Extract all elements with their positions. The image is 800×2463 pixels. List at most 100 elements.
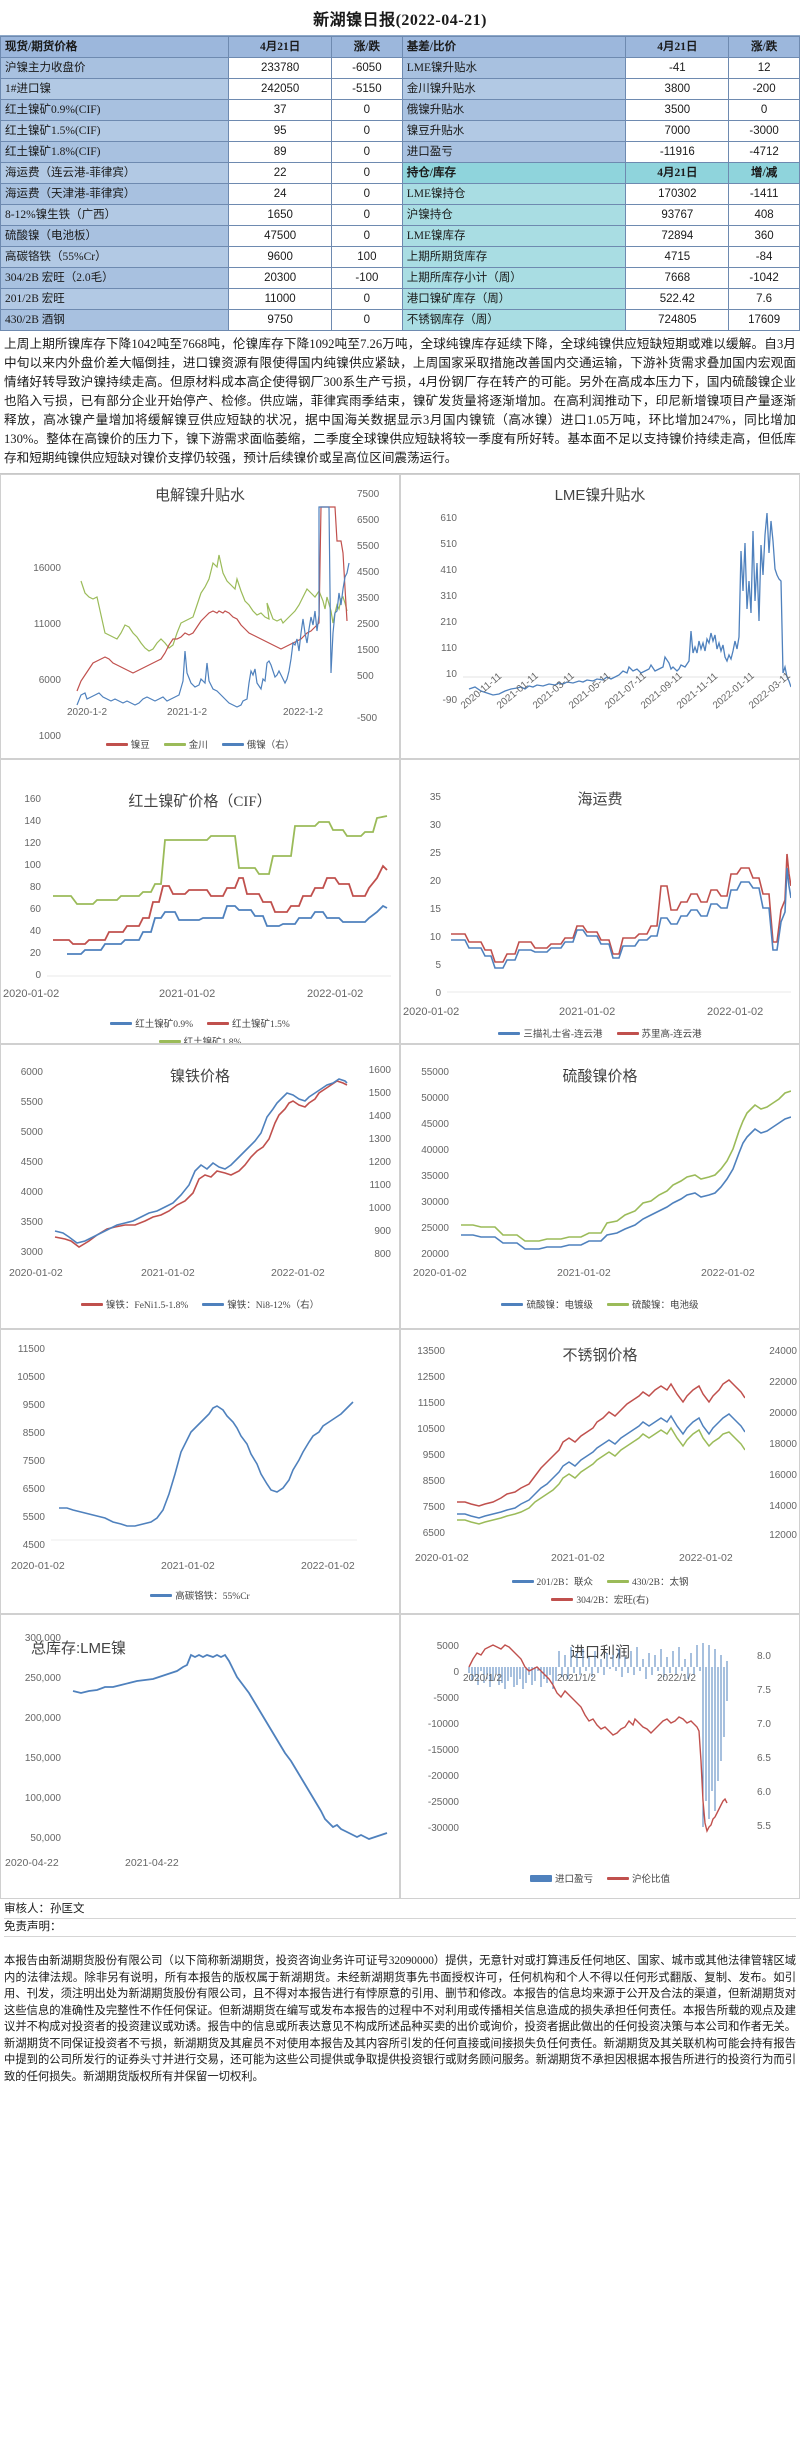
charts-grid: 电解镍升贴水 16000 11000 6000 1000 -4000 2020-…	[0, 474, 800, 1899]
chart-legend: 红土镍矿0.9% 红土镍矿1.5% 红土镍矿1.8%	[1, 1016, 399, 1044]
y-tick: 30000	[421, 1197, 449, 1208]
row-value-left: 89	[228, 141, 332, 163]
legend-swatch-icon	[150, 1593, 173, 1597]
row-value-left: 9600	[228, 246, 332, 268]
table-row: 高碳铬铁（55%Cr） 9600 100 上期所期货库存 4715 -84	[0, 246, 800, 268]
row-change-left: 0	[331, 309, 403, 331]
page-title: 新湖镍日报(2022-04-21)	[0, 0, 800, 36]
row-value-right: 522.42	[625, 288, 730, 310]
row-value-right: 724805	[625, 309, 730, 331]
row-label-right: 上期所期货库存	[401, 246, 627, 268]
row-label-right: LME镍升贴水	[401, 57, 627, 79]
legend-swatch-icon	[163, 742, 186, 746]
y-tick: 0	[435, 988, 441, 999]
y-tick: 50,000	[30, 1833, 61, 1844]
legend-item: 304/2B：宏旺(右)	[401, 1592, 799, 1606]
legend-item: 硫酸镍：电镀级	[501, 1297, 593, 1311]
chart-title: LME镍升贴水	[554, 487, 646, 504]
table-row: 海运费（天津港-菲律宾） 24 0 LME镍持仓 170302 -1411	[0, 183, 800, 205]
y2-tick: 1400	[368, 1111, 391, 1122]
y-tick: 16000	[33, 563, 61, 574]
row-label-right: LME镍库存	[401, 225, 627, 247]
table-row: 304/2B 宏旺（2.0毛） 20300 -100 上期所库存小计（周） 7668 -1…	[0, 267, 800, 289]
y2-tick: 1500	[357, 645, 380, 656]
chart-title: 总库存:LME镍	[31, 1640, 127, 1657]
y2-tick: 12000	[769, 1530, 797, 1541]
row-value-right: 3500	[625, 99, 730, 121]
row-label-right: LME镍持仓	[401, 183, 627, 205]
table-row: 海运费（连云港-菲律宾） 22 0 持仓/库存 4月21日 增/减	[0, 162, 800, 184]
legend-swatch-icon	[529, 1874, 552, 1882]
y2-tick: 22000	[769, 1377, 797, 1388]
chart-stainless-steel-price: 不锈钢价格 13500 12500 11500 10500 9500 8500 …	[400, 1329, 800, 1614]
x-tick: 2020-04-22	[5, 1857, 59, 1869]
x-tick: 2022-01-02	[301, 1560, 355, 1572]
y-tick: 6000	[20, 1067, 43, 1078]
y-tick: 10500	[17, 1372, 45, 1383]
y-tick: 610	[440, 513, 457, 524]
y-tick: 3500	[20, 1217, 43, 1228]
legend-item: 镍豆	[105, 737, 150, 751]
legend-item: 进口盈亏	[529, 1871, 593, 1885]
legend-item: 硫酸镍：电池级	[607, 1297, 699, 1311]
y2-tick: 4500	[357, 567, 380, 578]
chart-legend: 三描礼士省-连云港 苏里高-连云港	[401, 1026, 799, 1040]
y-tick: 10	[445, 669, 457, 680]
x-tick: 2021-04-22	[125, 1857, 179, 1869]
y-tick: -25000	[427, 1797, 459, 1808]
y-tick: 10	[429, 932, 441, 943]
row-value-left: 37	[228, 99, 332, 121]
plot-area	[463, 512, 791, 696]
x-tick: 2021-01-02	[161, 1560, 215, 1572]
row-change-left: 0	[331, 288, 403, 310]
row-change-right: 408	[728, 204, 800, 226]
row-label-right: 上期所库存小计（周）	[401, 267, 627, 289]
legend-label: 进口盈亏	[554, 1875, 593, 1885]
y2-tick: 16000	[769, 1470, 797, 1481]
legend-swatch-icon	[607, 1876, 629, 1880]
legend-label: 高碳铬铁：55%Cr	[175, 1592, 250, 1602]
x-tick: 2020-01-02	[11, 1560, 65, 1572]
column-header-left-date: 4月21日	[228, 36, 332, 58]
plot-area	[468, 1643, 728, 1834]
y-tick: 510	[440, 539, 457, 550]
y2-tick: 6.5	[757, 1753, 771, 1764]
legend-label: 镍豆	[130, 741, 150, 751]
legend-swatch-icon	[105, 742, 128, 746]
y-tick: 80	[29, 882, 41, 893]
chart-legend: 进口盈亏 沪伦比值	[401, 1871, 799, 1885]
column-header-left-change: 涨/跌	[331, 36, 403, 58]
legend-label: 红土镍矿1.8%	[183, 1038, 242, 1044]
chart-title: 不锈钢价格	[562, 1348, 638, 1364]
y2-tick: 20000	[769, 1408, 797, 1419]
chart-legend: 高碳铬铁：55%Cr	[1, 1588, 399, 1602]
row-value-left: 95	[228, 120, 332, 142]
y-tick: 140	[24, 816, 41, 827]
legend-item: 430/2B：太钢	[607, 1574, 688, 1588]
chart-high-carbon-ferrochrome: 11500 10500 9500 8500 7500 6500 5500 450…	[0, 1329, 400, 1614]
legend-swatch-icon	[221, 742, 244, 746]
y2-tick: 1200	[368, 1157, 391, 1168]
y2-tick: 24000	[769, 1346, 797, 1357]
plot-area	[54, 1078, 348, 1248]
y-tick: 4500	[20, 1157, 43, 1168]
y2-tick: -500	[357, 713, 378, 724]
y-tick: 7500	[422, 1502, 445, 1513]
x-tick: 2020-01-02	[415, 1552, 469, 1564]
y-tick: 6000	[38, 675, 61, 686]
row-label-left: 海运费（天津港-菲律宾）	[0, 183, 230, 205]
row-value-left: 1650	[228, 204, 332, 226]
legend-swatch-icon	[607, 1302, 629, 1306]
row-value-right: 72894	[625, 225, 730, 247]
chart-title: 硫酸镍价格	[562, 1069, 638, 1085]
row-change-right: 12	[728, 57, 800, 79]
row-value-right: 3800	[625, 78, 730, 100]
chart-title: 电解镍升贴水	[154, 488, 245, 504]
row-change-right: 360	[728, 225, 800, 247]
legend-swatch-icon	[616, 1031, 639, 1035]
legend-label: 201/2B：联众	[536, 1578, 593, 1588]
y-tick: -30000	[427, 1823, 459, 1834]
chart-electrolytic-nickel-premium: 电解镍升贴水 16000 11000 6000 1000 -4000 2020-…	[0, 474, 400, 759]
chart-nickel-pig-iron-price: 镍铁价格 6000 5500 5000 4500 4000 3500 3000 …	[0, 1044, 400, 1329]
plot-area	[447, 853, 791, 993]
